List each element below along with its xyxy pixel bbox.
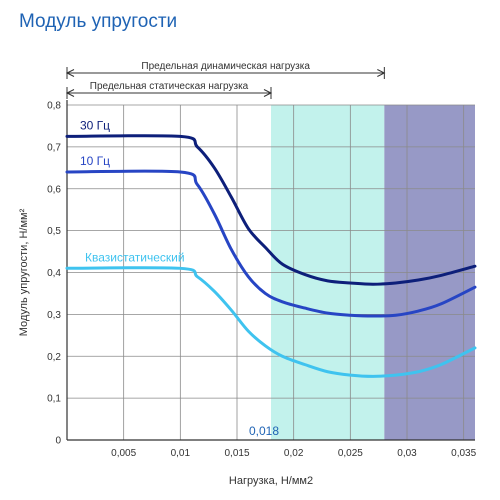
y-tick-label: 0,7 xyxy=(47,142,61,153)
series-line-quasistatic xyxy=(65,266,477,378)
y-tick-label: 0 xyxy=(55,436,61,447)
bracket-arrow-left xyxy=(65,89,75,97)
series-label-quasistatic: Квазистатический xyxy=(85,250,185,264)
bracket-arrow-right xyxy=(263,89,273,97)
bracket-label-static: Предельная статическая нагрузка xyxy=(90,81,249,92)
x-tick-label: 0,005 xyxy=(111,448,136,459)
x-tick-label: 0,03 xyxy=(397,448,417,459)
y-tick-label: 0,2 xyxy=(47,352,61,363)
y-axis-title: Модуль упругости, Н/мм² xyxy=(18,208,30,336)
marker-label: 0,018 xyxy=(249,424,279,438)
series-layer xyxy=(65,134,477,378)
y-tick-label: 0,8 xyxy=(47,101,61,112)
y-tick-label: 0,5 xyxy=(47,226,61,237)
x-tick-label: 0,01 xyxy=(171,448,191,459)
ticks-layer: 0,005 0,01 0,015 0,02 0,025 0,03 0,035 0 0,1 0,2 0… xyxy=(47,101,477,460)
x-tick-label: 0,025 xyxy=(338,448,363,459)
y-tick-label: 0,1 xyxy=(47,394,61,405)
chart-title: Модуль упругости xyxy=(19,11,178,32)
bracket-arrow-right xyxy=(377,69,386,77)
axes-layer xyxy=(66,100,475,441)
x-tick-label: 0,015 xyxy=(224,448,249,459)
labels-layer: 30 Гц 10 Гц Квазистатический 0,018 xyxy=(80,118,279,438)
y-tick-label: 0,4 xyxy=(47,268,61,279)
bracket-arrow-left xyxy=(65,69,75,77)
x-axis-title: Нагрузка, Н/мм2 xyxy=(229,475,313,487)
x-tick-label: 0,02 xyxy=(284,448,304,459)
series-line-30hz xyxy=(65,134,477,286)
y-tick-label: 0,3 xyxy=(47,310,61,321)
x-tick-label: 0,035 xyxy=(451,448,476,459)
series-line-10hz xyxy=(65,169,477,318)
y-tick-label: 0,6 xyxy=(47,184,61,195)
brackets-layer: Предельная динамическая нагрузка Предельн… xyxy=(65,61,386,99)
series-label-10hz: 10 Гц xyxy=(80,154,110,168)
bracket-label-dynamic: Предельная динамическая нагрузка xyxy=(141,61,310,72)
series-label-30hz: 30 Гц xyxy=(80,118,110,132)
